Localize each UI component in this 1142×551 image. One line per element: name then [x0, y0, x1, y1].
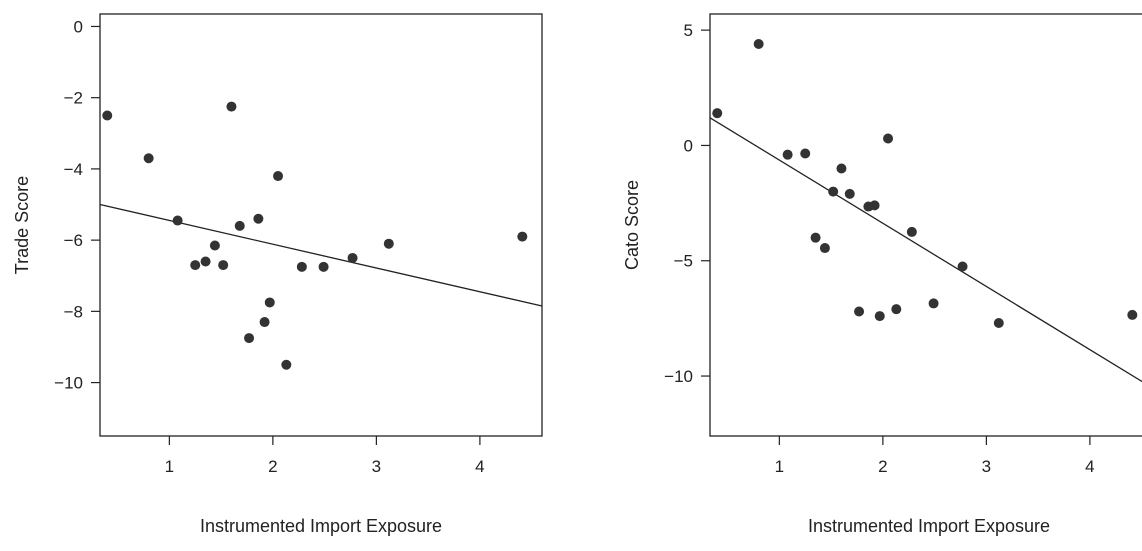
y-axis-label: Trade Score: [12, 176, 32, 274]
data-point: [810, 232, 821, 243]
marks: [99, 101, 543, 370]
data-point: [102, 110, 113, 121]
data-point: [891, 304, 902, 315]
data-point: [190, 260, 201, 271]
data-point: [928, 298, 939, 309]
x-tick-label: 3: [982, 457, 991, 476]
x-ticks: 1 2 3 4: [165, 436, 485, 476]
data-point: [218, 260, 229, 271]
data-point: [819, 243, 830, 254]
x-ticks: 1 2 3 4: [775, 436, 1095, 476]
x-axis-label: Instrumented Import Exposure: [808, 516, 1050, 536]
data-point: [273, 171, 284, 182]
data-point: [281, 359, 292, 370]
data-point: [782, 149, 793, 160]
data-point: [234, 220, 245, 231]
data-point: [200, 256, 211, 267]
y-tick-label: −10: [664, 367, 693, 386]
data-point: [957, 261, 968, 272]
data-point: [869, 200, 880, 211]
y-tick-label: −2: [64, 89, 83, 108]
data-point: [264, 297, 275, 308]
data-point: [854, 306, 865, 317]
y-tick-label: −10: [54, 374, 83, 393]
marks: [709, 38, 1142, 383]
x-tick-label: 2: [268, 457, 277, 476]
data-point: [844, 188, 855, 199]
x-tick-label: 1: [775, 457, 784, 476]
data-point: [296, 261, 307, 272]
y-tick-label: 5: [684, 21, 693, 40]
data-point: [906, 226, 917, 237]
data-point: [874, 311, 885, 322]
x-tick-label: 1: [165, 457, 174, 476]
y-ticks: 0 −2 −4 −6 −8 −10: [54, 17, 100, 393]
data-point: [828, 186, 839, 197]
fit-line: [99, 203, 543, 307]
x-tick-label: 4: [475, 457, 484, 476]
data-point: [226, 101, 237, 112]
plot-frame: [99, 13, 543, 437]
data-point: [800, 148, 811, 159]
x-tick-label: 4: [1085, 457, 1094, 476]
y-axis-label: Cato Score: [622, 180, 642, 270]
y-tick-label: −5: [674, 252, 693, 271]
data-point: [1127, 309, 1138, 320]
cato-score-panel: 1 2 3 4 5 0 −5 −10 Instrumented Import Exposur…: [622, 13, 1142, 536]
data-point: [259, 317, 270, 328]
x-axis-label: Instrumented Import Exposure: [200, 516, 442, 536]
data-point: [712, 108, 723, 119]
data-point: [517, 231, 528, 242]
y-tick-label: −4: [64, 160, 83, 179]
y-tick-label: −6: [64, 231, 83, 250]
y-ticks: 5 0 −5 −10: [664, 21, 710, 386]
data-point: [383, 238, 394, 249]
plot-frame: [709, 13, 1142, 437]
data-point: [883, 133, 894, 144]
data-point: [318, 261, 329, 272]
data-point: [836, 163, 847, 174]
data-point: [753, 38, 764, 49]
data-point: [172, 215, 183, 226]
data-point: [244, 333, 255, 344]
x-tick-label: 3: [372, 457, 381, 476]
data-point: [209, 240, 220, 251]
y-tick-label: 0: [74, 17, 83, 36]
data-point: [253, 213, 264, 224]
data-point: [143, 153, 154, 164]
y-tick-label: 0: [684, 136, 693, 155]
y-tick-label: −8: [64, 302, 83, 321]
trade-score-panel: 1 2 3 4 0 −2 −4 −6 −8 −10 Instrumented Import Ex…: [12, 13, 543, 536]
x-tick-label: 2: [878, 457, 887, 476]
data-point: [347, 252, 358, 263]
fit-line: [709, 117, 1142, 383]
data-point: [993, 318, 1004, 329]
